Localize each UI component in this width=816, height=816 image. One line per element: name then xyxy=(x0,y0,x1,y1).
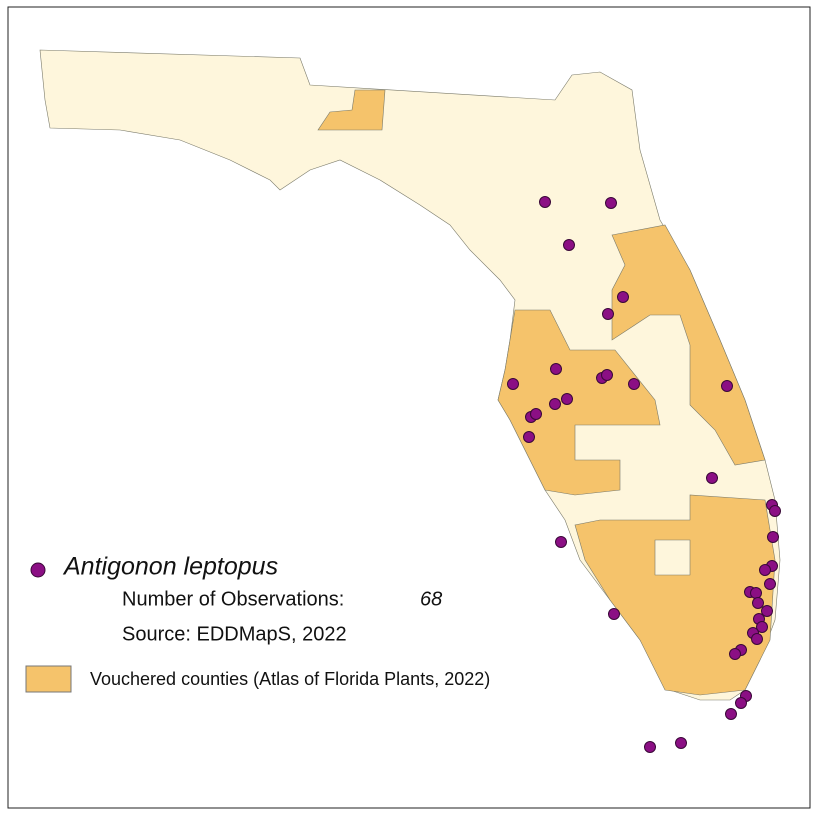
observation-point xyxy=(563,239,575,251)
observation-point xyxy=(750,587,762,599)
vouchered-county xyxy=(574,494,776,696)
observation-point xyxy=(644,741,656,753)
observations xyxy=(507,196,781,753)
observation-point xyxy=(539,196,551,208)
observation-point xyxy=(561,393,573,405)
observation-point xyxy=(549,398,561,410)
observation-point xyxy=(605,197,617,209)
observation-point xyxy=(617,291,629,303)
observation-point xyxy=(601,369,613,381)
observation-point xyxy=(523,431,535,443)
vouchered-county xyxy=(317,89,386,131)
observations-label: Number of Observations: xyxy=(122,588,344,610)
legend-species: Antigonon leptopus xyxy=(62,553,278,581)
observation-point xyxy=(756,621,768,633)
observation-point xyxy=(602,308,614,320)
observation-point xyxy=(608,608,620,620)
observation-point xyxy=(769,505,781,517)
observation-point xyxy=(729,648,741,660)
observation-point xyxy=(759,564,771,576)
observation-point xyxy=(751,633,763,645)
vouchered-label: Vouchered counties (Atlas of Florida Pla… xyxy=(90,669,490,689)
observation-point xyxy=(507,378,519,390)
observation-point xyxy=(752,597,764,609)
florida xyxy=(39,49,781,701)
observation-point xyxy=(764,578,776,590)
observation-point xyxy=(550,363,562,375)
observation-point xyxy=(735,697,747,709)
observation-point xyxy=(721,380,733,392)
observation-point xyxy=(706,472,718,484)
vouchered-swatch xyxy=(25,665,72,693)
observation-point xyxy=(725,708,737,720)
legend-marker xyxy=(30,562,46,578)
observation-point xyxy=(767,531,779,543)
observation-point xyxy=(530,408,542,420)
observation-point xyxy=(675,737,687,749)
vouchered-county xyxy=(497,309,661,496)
observation-point xyxy=(555,536,567,548)
source-label: Source: EDDMapS, 2022 xyxy=(122,623,347,645)
county xyxy=(654,539,691,576)
observation-point xyxy=(761,605,773,617)
observations-count: 68 xyxy=(420,588,442,610)
legend: Antigonon leptopus Number of Observation… xyxy=(25,553,490,693)
observation-point xyxy=(628,378,640,390)
